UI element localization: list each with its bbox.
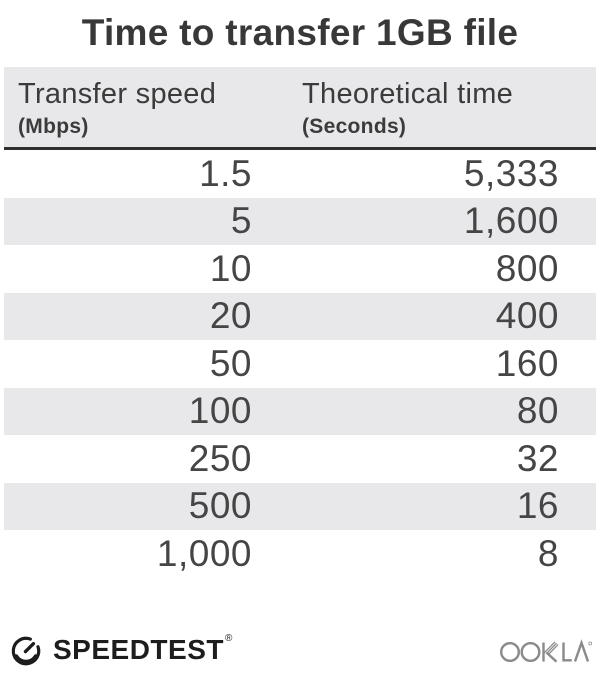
table-row: 50 160 bbox=[4, 340, 596, 388]
table-row: 20 400 bbox=[4, 292, 596, 340]
registered-mark: ® bbox=[224, 633, 233, 644]
table-row: 5 1,600 bbox=[4, 197, 596, 245]
speed-value: 100 bbox=[188, 390, 252, 432]
time-value: 32 bbox=[516, 437, 559, 479]
column-unit: (Mbps) bbox=[18, 115, 89, 139]
speedtest-label: SPEEDTEST bbox=[53, 634, 224, 665]
speed-value: 20 bbox=[209, 295, 252, 337]
table-row: 100 80 bbox=[4, 387, 596, 435]
column-label: Theoretical time bbox=[302, 78, 514, 110]
table-row: 500 16 bbox=[4, 482, 596, 530]
speed-value: 10 bbox=[209, 247, 252, 289]
table-row: 1,000 8 bbox=[4, 530, 596, 578]
time-value: 400 bbox=[495, 295, 559, 337]
speedtest-gauge-icon bbox=[11, 636, 41, 666]
column-header-time: Theoretical time (Seconds) bbox=[302, 67, 596, 147]
speed-value: 50 bbox=[209, 342, 252, 384]
speedtest-logo: SPEEDTEST® bbox=[8, 632, 232, 668]
table-row: 1.5 5,333 bbox=[4, 150, 596, 198]
table-row: 10 800 bbox=[4, 245, 596, 293]
time-value: 8 bbox=[537, 532, 559, 574]
speed-value: 500 bbox=[188, 485, 252, 527]
speedtest-wordmark: SPEEDTEST® bbox=[53, 633, 233, 665]
table-header: Transfer speed (Mbps) Theoretical time (… bbox=[4, 67, 596, 150]
ookla-wordmark-icon bbox=[500, 639, 592, 663]
column-unit: (Seconds) bbox=[302, 115, 407, 139]
footer: SPEEDTEST® bbox=[8, 630, 592, 670]
time-value: 800 bbox=[495, 247, 559, 289]
time-value: 160 bbox=[495, 342, 559, 384]
page-title: Time to transfer 1GB file bbox=[81, 12, 519, 53]
time-value: 16 bbox=[516, 485, 559, 527]
transfer-time-table: Transfer speed (Mbps) Theoretical time (… bbox=[4, 67, 596, 578]
column-label: Transfer speed bbox=[18, 78, 217, 110]
speed-value: 1,000 bbox=[156, 532, 252, 574]
table-row: 250 32 bbox=[4, 435, 596, 483]
time-value: 5,333 bbox=[463, 152, 559, 194]
time-value: 1,600 bbox=[463, 200, 559, 242]
speed-value: 1.5 bbox=[199, 152, 252, 194]
time-value: 80 bbox=[516, 390, 559, 432]
speed-value: 5 bbox=[230, 200, 252, 242]
speed-value: 250 bbox=[188, 437, 252, 479]
column-header-speed: Transfer speed (Mbps) bbox=[4, 67, 302, 147]
